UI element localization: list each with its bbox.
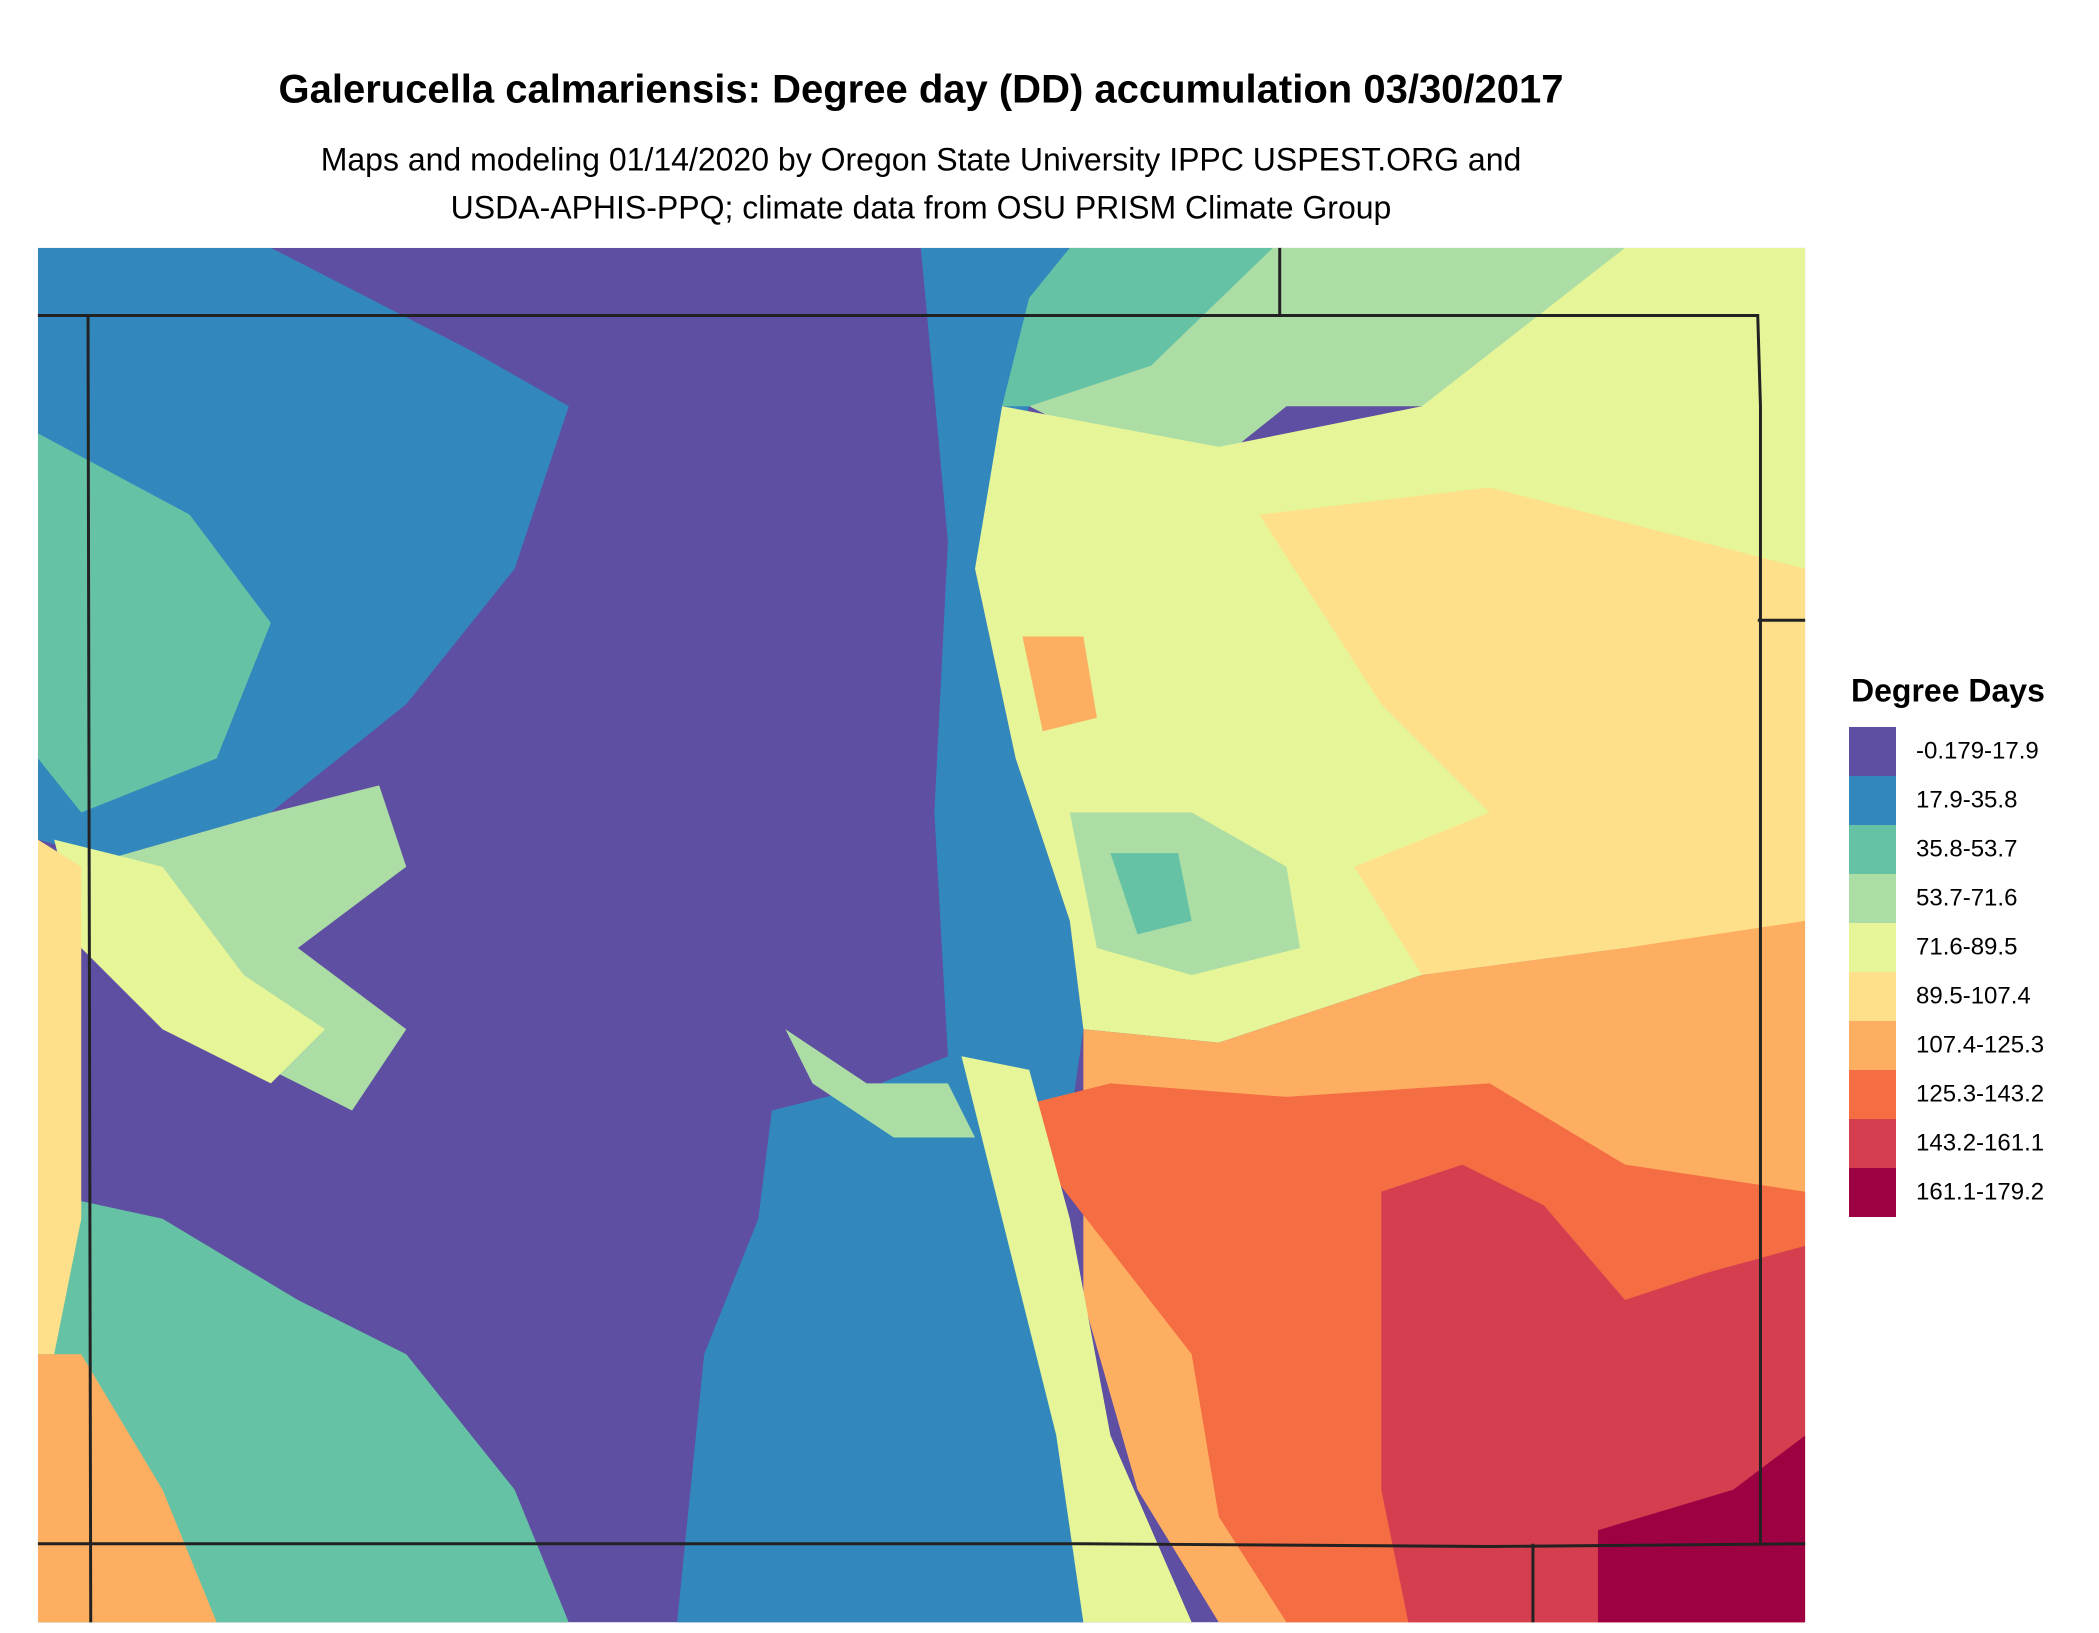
legend-swatch [1849,776,1896,825]
legend-label: 125.3-143.2 [1916,1080,2044,1107]
legend-label: -0.179-17.9 [1916,737,2039,764]
title: Galerucella calmariensis: Degree day (DD… [278,68,1563,112]
map [37,247,1806,1623]
legend-swatch [1849,1168,1896,1217]
legend-swatch [1849,825,1896,874]
legend-swatch [1849,1021,1896,1070]
legend-label: 89.5-107.4 [1916,982,2031,1009]
legend-label: 161.1-179.2 [1916,1178,2044,1205]
legend-title: Degree Days [1851,672,2045,708]
legend-swatch [1849,972,1896,1021]
legend-swatch [1849,874,1896,923]
legend-swatch [1849,1119,1896,1168]
subtitle: USDA-APHIS-PPQ; climate data from OSU PR… [451,189,1392,225]
legend-label: 71.6-89.5 [1916,933,2017,960]
legend-label: 107.4-125.3 [1916,1031,2044,1058]
subtitle: Maps and modeling 01/14/2020 by Oregon S… [321,141,1522,177]
legend-swatch [1849,923,1896,972]
legend-label: 53.7-71.6 [1916,884,2017,911]
legend-label: 35.8-53.7 [1916,835,2017,862]
legend-swatch [1849,727,1896,776]
legend-label: 143.2-161.1 [1916,1129,2044,1156]
legend-swatch [1849,1070,1896,1119]
legend-label: 17.9-35.8 [1916,786,2017,813]
legend: -0.179-17.9 17.9-35.8 35.8-53.7 53.7-71.6 71… [1849,727,2044,1217]
